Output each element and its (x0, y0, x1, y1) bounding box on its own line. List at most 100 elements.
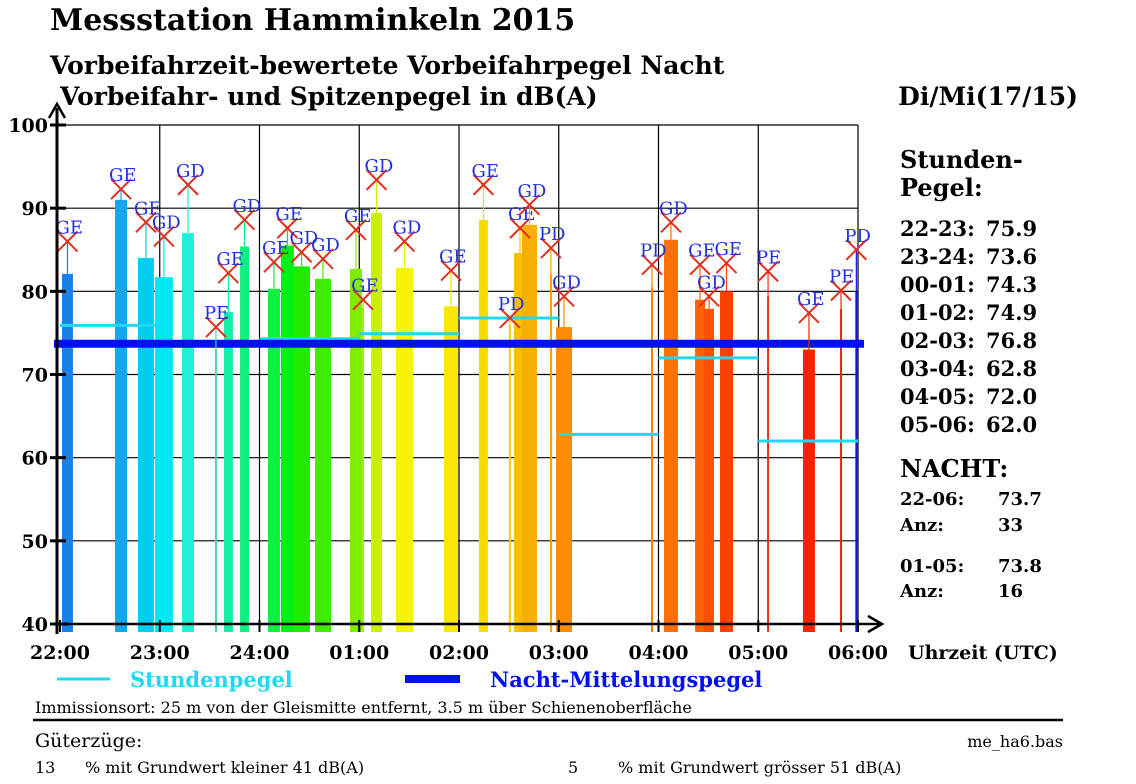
y-tick-label: 100 (8, 115, 48, 137)
peak-marker-x (345, 219, 367, 241)
hour-range-label: 00-01: (900, 272, 975, 297)
peak-marker-x (715, 252, 738, 274)
event-type-label: GD (233, 196, 262, 217)
hourly-levels-list: 22-23: 75.9 23-24: 73.6 00-01: 74.3 01-02: 74.9… (900, 216, 1037, 437)
y-tick-label: 50 (22, 531, 48, 553)
event-bar (802, 349, 815, 632)
level-lines (54, 316, 864, 443)
peak-marker-x (153, 225, 175, 248)
event-bar (720, 291, 733, 632)
event-type-label: GE (109, 165, 137, 186)
peak-marker-x (263, 251, 285, 273)
hour-range-label: 03-04: (900, 356, 975, 381)
night-count: 33 (998, 515, 1023, 536)
y-tick-label: 60 (22, 448, 48, 470)
core-count-label: Anz: (899, 581, 944, 602)
event-type-label: GE (471, 161, 499, 182)
hour-level-value: 74.9 (986, 300, 1037, 325)
hour-level-value: 62.8 (986, 356, 1037, 381)
peak-marker-x (518, 194, 541, 216)
night-heading: NACHT: (900, 454, 1008, 483)
chart-title: Messstation Hamminkeln 2015 (50, 3, 575, 38)
core-range: 01-05: (900, 556, 964, 577)
pct-high: 5 (568, 758, 578, 777)
x-tick-label: 03:00 (529, 642, 589, 664)
event-type-label: GD (392, 217, 421, 238)
event-bar (315, 278, 331, 632)
event-bar (556, 327, 573, 632)
event-bar (478, 219, 488, 632)
event-bar (704, 308, 715, 632)
event-type-label: GE (508, 204, 536, 225)
peak-marker-x (290, 241, 313, 263)
x-tick-label: 01:00 (329, 642, 389, 664)
peak-marker-x (440, 259, 462, 282)
freight-label: Güterzüge: (35, 730, 142, 752)
x-tick-label: 04:00 (629, 642, 689, 664)
event-bar (371, 213, 383, 632)
core-value: 73.8 (998, 556, 1042, 577)
event-bar (514, 253, 526, 632)
event-type-label: GE (134, 198, 162, 219)
peak-marker-x (830, 279, 852, 302)
event-bar (214, 349, 217, 632)
peak-marker-x (56, 230, 79, 253)
x-axis-arrow (867, 614, 885, 634)
event-bar (767, 296, 770, 632)
night-count-label: Anz: (899, 515, 944, 536)
event-bar (840, 308, 843, 632)
legend-hourly-label: Stundenpegel (130, 667, 293, 692)
event-type-label: PD (640, 241, 667, 262)
event-type-label: GE (688, 241, 716, 262)
grid (60, 124, 859, 624)
event-bar (349, 268, 362, 632)
event-type-label: GE (351, 276, 379, 297)
event-type-label: GD (659, 198, 688, 219)
peak-marker-x (352, 288, 374, 311)
side-heading-1: Stunden- (900, 145, 1023, 174)
event-type-label: GD (311, 235, 340, 256)
event-type-label: PD (844, 226, 871, 247)
hour-range-label: 04-05: (900, 384, 975, 409)
event-bar (154, 277, 173, 632)
night-range: 22-06: (900, 489, 964, 510)
footer: Immissionsort: 25 m von der Gleismitte e… (33, 698, 1063, 777)
core-count: 16 (998, 581, 1023, 602)
pct-high-text: % mit Grundwert grösser 51 dB(A) (618, 758, 901, 777)
peak-marker-x (312, 248, 334, 270)
peak-marker-x (845, 239, 868, 261)
hour-level-value: 76.8 (986, 328, 1037, 353)
peak-marker-x (233, 209, 256, 231)
y-tick-label: 40 (22, 614, 48, 636)
pct-low-text: % mit Grundwert kleiner 41 dB(A) (85, 758, 364, 777)
x-tick-label: 02:00 (429, 642, 489, 664)
axes: 40 50 60 70 80 90 100 22:00 23:00 24:00 01:00 02:00… (8, 101, 888, 664)
peak-marker-x (135, 211, 157, 234)
event-bar (549, 274, 552, 632)
peak-marker-x (177, 174, 199, 196)
event-type-label: GD (517, 181, 546, 202)
x-tick-label: 05:00 (728, 642, 788, 664)
peak-marker-x (660, 211, 682, 234)
y-axis-arrow (47, 101, 67, 119)
event-type-label: PD (498, 294, 525, 315)
hour-range-label: 01-02: (900, 300, 975, 325)
event-type-label: GD (290, 228, 319, 249)
date-label: Di/Mi(17/15) (898, 82, 1078, 111)
hour-range-label: 05-06: (900, 412, 975, 437)
event-type-label: GE (275, 204, 303, 225)
event-bar (267, 288, 280, 632)
location-text: Immissionsort: 25 m von der Gleismitte e… (35, 698, 692, 717)
peak-marker-x (110, 178, 132, 200)
peak-marker-x (698, 285, 720, 308)
peak-marker-x (499, 307, 521, 329)
event-bar (855, 291, 858, 632)
event-type-label: GD (176, 161, 205, 182)
chart-subtitle: Vorbeifahrzeit-bewertete Vorbeifahrpegel… (49, 51, 725, 80)
peak-marker-x (509, 217, 531, 239)
peak-marker-x (276, 217, 299, 239)
bars (61, 199, 858, 633)
event-bar (362, 307, 365, 632)
event-type-label: GE (55, 217, 83, 238)
